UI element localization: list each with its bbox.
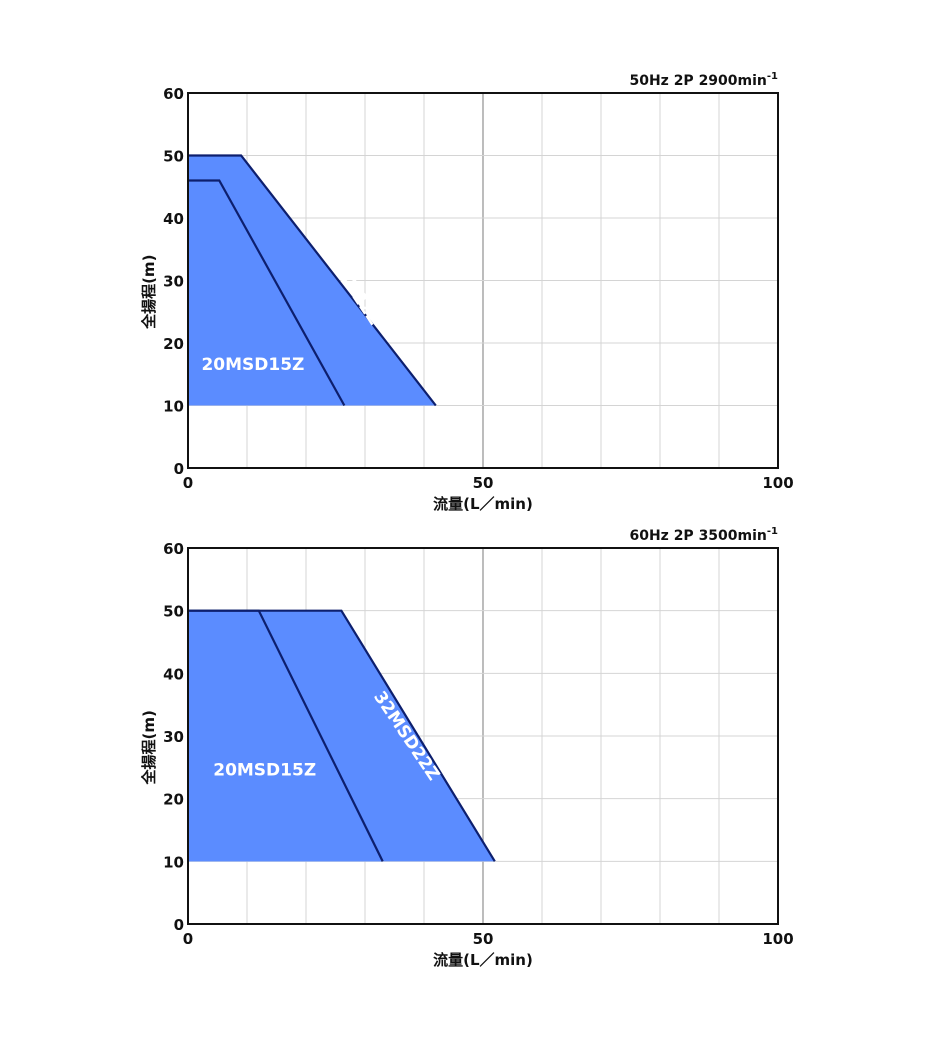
y-axis-label: 全揚程(m) — [140, 255, 158, 330]
x-axis-label: 流量(L／min) — [433, 495, 533, 513]
series-label-20MSD15Z: 20MSD15Z — [213, 760, 316, 780]
y-tick-label: 40 — [163, 210, 184, 228]
y-tick-label: 50 — [163, 603, 184, 621]
area-20MSD15Z — [188, 610, 383, 862]
y-tick-label: 60 — [163, 540, 184, 558]
x-tick-label: 50 — [473, 930, 494, 948]
y-tick-label: 10 — [163, 853, 184, 871]
y-tick-label: 0 — [174, 460, 184, 478]
y-tick-label: 60 — [163, 85, 184, 103]
y-tick-label: 50 — [163, 148, 184, 166]
y-tick-label: 30 — [163, 273, 184, 291]
curve-20MSD15Z — [188, 179, 346, 407]
chart-2: 0 10 20 30 40 50 60 0 50 100 流量(L／min) 全揚程(m) 60Hz 2… — [140, 526, 794, 969]
chart-1: 0 10 20 30 40 50 60 0 50 100 流量(L／min) 全揚程(m) 50Hz 2… — [140, 71, 794, 513]
x-tick-label: 0 — [183, 930, 193, 948]
y-axis-label: 全揚程(m) — [140, 710, 158, 785]
y-tick-label: 10 — [163, 398, 184, 416]
y-tick-label: 30 — [163, 728, 184, 746]
operating-condition: 50Hz 2P 2900min-1 — [629, 71, 778, 89]
plot-frame — [187, 92, 779, 469]
area-20MSD15Z — [188, 180, 345, 406]
operating-condition: 60Hz 2P 3500min-1 — [629, 526, 778, 544]
y-tick-label: 0 — [174, 916, 184, 934]
plot-frame — [187, 547, 779, 925]
curve-20MSD15Z — [188, 609, 384, 862]
y-tick-label: 20 — [163, 335, 184, 353]
x-tick-label: 100 — [762, 474, 793, 492]
x-tick-label: 0 — [183, 474, 193, 492]
x-axis-label: 流量(L／min) — [433, 951, 533, 969]
y-tick-label: 20 — [163, 791, 184, 809]
curve-32MSD22Z — [188, 154, 437, 407]
x-tick-label: 50 — [473, 474, 494, 492]
series-label-20MSD15Z: 20MSD15Z — [201, 355, 304, 375]
y-tick-label: 40 — [163, 665, 184, 683]
x-tick-label: 100 — [762, 930, 793, 948]
